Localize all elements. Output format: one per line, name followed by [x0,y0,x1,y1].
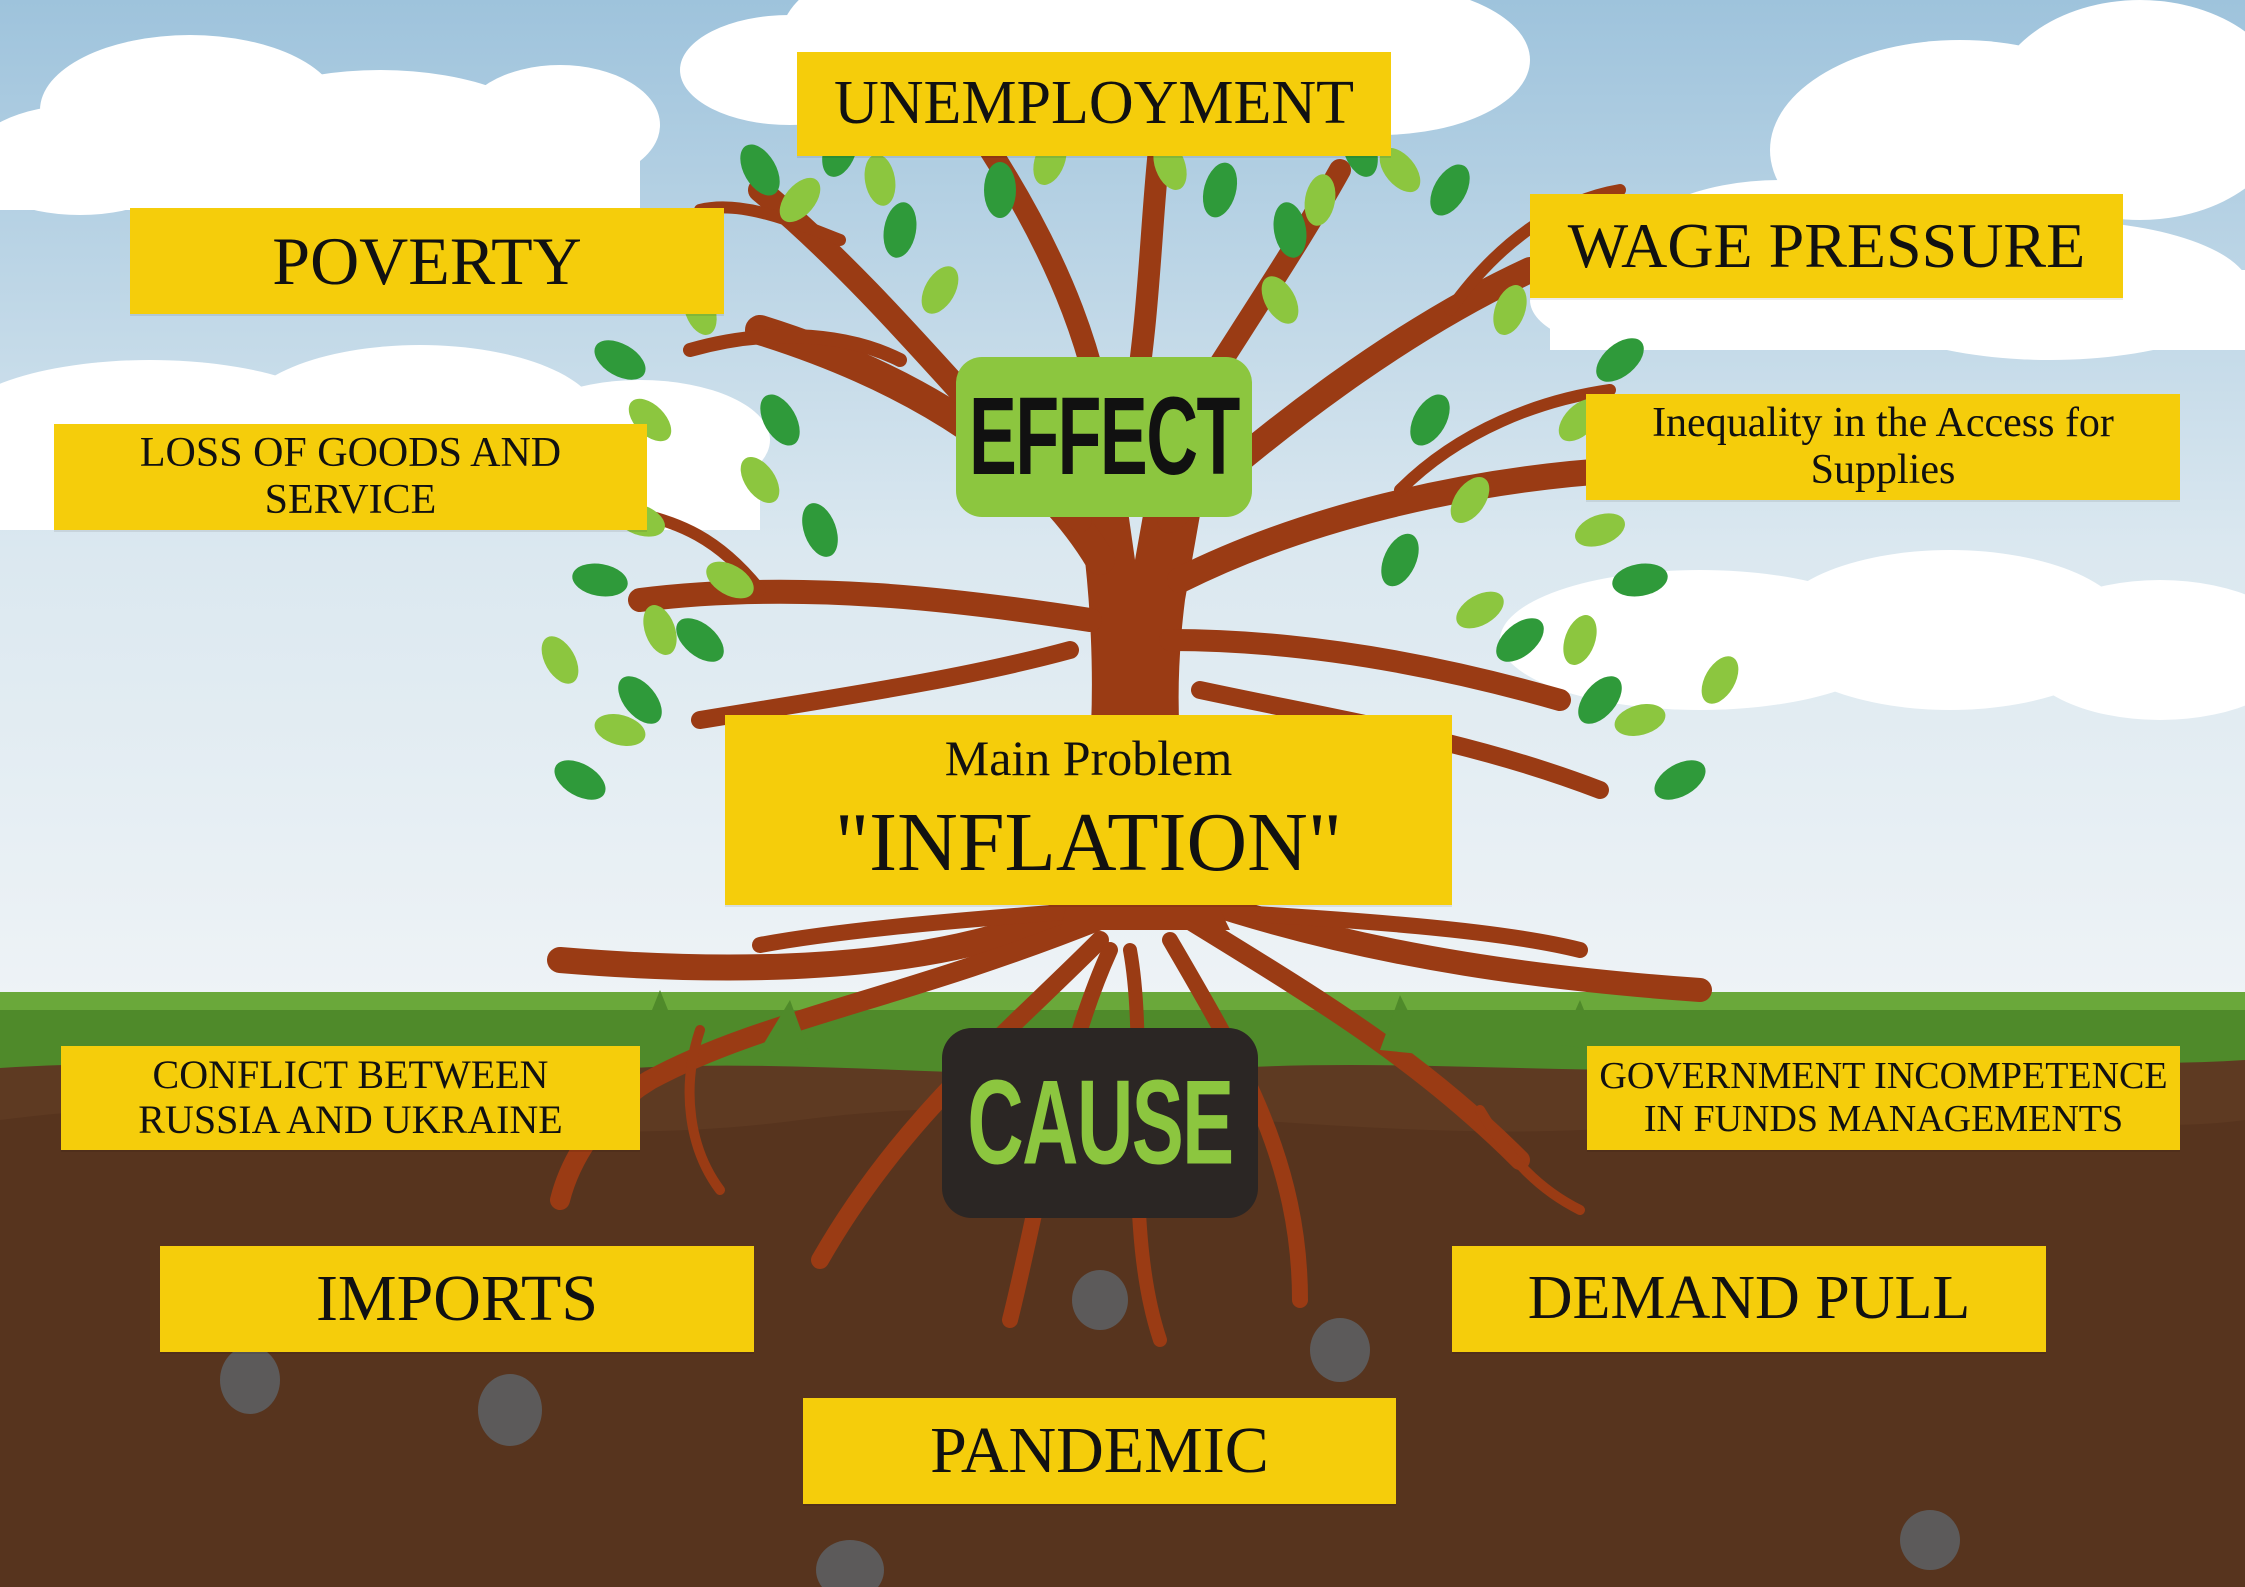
effect-wage-pressure: WAGE PRESSURE [1530,194,2123,298]
stones [220,1270,1960,1587]
effect-loss-of-goods: LOSS OF GOODS AND SERVICE [54,424,647,530]
effect-loss-of-goods-line1: LOSS OF GOODS AND [139,429,562,476]
main-problem-box: Main Problem "INFLATION" [725,715,1452,905]
cause-pandemic-text: PANDEMIC [930,1414,1269,1488]
effect-inequality-line2: Supplies [1810,447,1956,493]
cause-conflict: CONFLICT BETWEEN RUSSIA AND UKRAINE [61,1046,640,1150]
effect-inequality-line1: Inequality in the Access for [1652,399,2114,446]
main-problem-title: "INFLATION" [834,795,1343,889]
cause-demand-pull-text: DEMAND PULL [1527,1264,1971,1333]
cloud-bottom-right [1500,550,2245,720]
effect-poverty: POVERTY [130,208,724,314]
cause-pandemic: PANDEMIC [803,1398,1396,1504]
cause-conflict-line1: CONFLICT BETWEEN [152,1052,549,1098]
effect-inequality: Inequality in the Access for Supplies [1586,394,2180,500]
cause-government-incompetence: GOVERNMENT INCOMPETENCE IN FUNDS MANAGEM… [1587,1046,2180,1150]
cause-conflict-line2: RUSSIA AND UKRAINE [138,1097,563,1142]
effect-badge: EFFECT [956,357,1252,517]
main-problem-caption: Main Problem [944,729,1233,786]
effect-unemployment: UNEMPLOYMENT [797,52,1391,156]
cause-imports: IMPORTS [160,1246,754,1352]
cause-imports-text: IMPORTS [315,1262,599,1336]
effect-badge-text: EFFECT [969,375,1240,498]
effect-wage-pressure-text: WAGE PRESSURE [1567,210,2086,282]
grass-tufts [640,990,1600,1055]
cause-badge-text: CAUSE [967,1055,1234,1190]
cause-government-line1: GOVERNMENT INCOMPETENCE [1599,1055,2168,1098]
effect-poverty-text: POVERTY [272,222,582,299]
cause-badge: CAUSE [942,1028,1258,1218]
cloud-top-left [0,35,660,215]
grass-highlight [0,992,2245,1010]
cause-government-line2: IN FUNDS MANAGEMENTS [1643,1098,2124,1140]
cause-demand-pull: DEMAND PULL [1452,1246,2046,1352]
effect-unemployment-text: UNEMPLOYMENT [833,69,1355,138]
effect-loss-of-goods-line2: SERVICE [264,477,437,523]
soil-texture [0,1108,2245,1587]
